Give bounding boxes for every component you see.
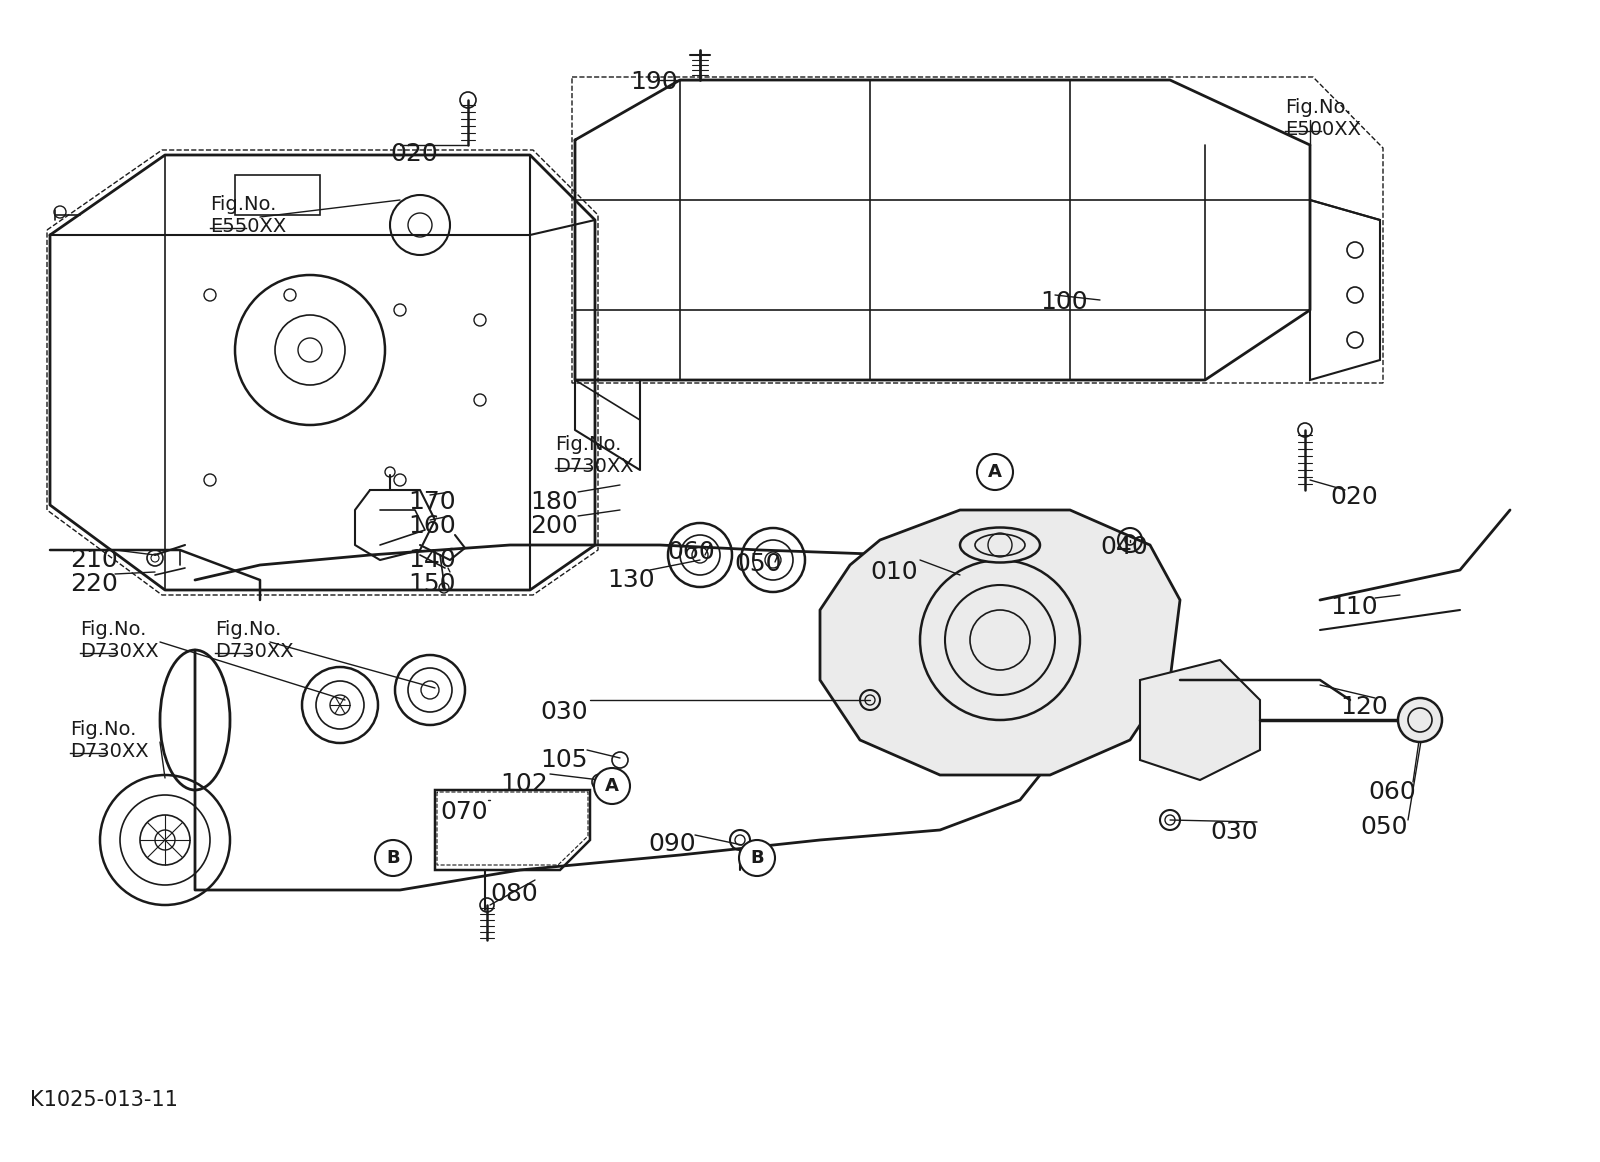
Text: D730XX: D730XX [70, 743, 149, 761]
Text: 020: 020 [390, 142, 438, 166]
Text: D730XX: D730XX [555, 457, 634, 476]
Text: 030: 030 [1210, 820, 1258, 844]
Circle shape [978, 454, 1013, 490]
Text: 050: 050 [1360, 815, 1408, 839]
Text: 102: 102 [499, 772, 547, 796]
Circle shape [1398, 698, 1442, 743]
Circle shape [374, 840, 411, 876]
Text: D730XX: D730XX [80, 641, 158, 661]
Text: 070: 070 [440, 799, 488, 824]
Polygon shape [819, 510, 1181, 775]
Text: 190: 190 [630, 70, 678, 94]
Text: B: B [750, 849, 763, 867]
Text: 060: 060 [1368, 780, 1416, 804]
Text: 060: 060 [667, 540, 715, 564]
Text: 120: 120 [1341, 695, 1387, 719]
Text: Fig.No.: Fig.No. [70, 720, 136, 739]
Text: 160: 160 [408, 514, 456, 538]
Text: 140: 140 [408, 548, 456, 572]
Text: K1025-013-11: K1025-013-11 [30, 1090, 178, 1110]
Text: Fig.No.: Fig.No. [1285, 98, 1352, 117]
Text: 180: 180 [530, 490, 578, 514]
Text: 105: 105 [541, 748, 587, 772]
Text: 020: 020 [1330, 485, 1378, 509]
Ellipse shape [960, 528, 1040, 562]
Text: 100: 100 [1040, 290, 1088, 314]
Circle shape [739, 840, 774, 876]
Text: 050: 050 [734, 552, 781, 576]
Text: 200: 200 [530, 514, 578, 538]
Text: Fig.No.: Fig.No. [555, 435, 621, 454]
Text: Fig.No.: Fig.No. [80, 621, 146, 639]
Text: E500XX: E500XX [1285, 120, 1362, 139]
Text: Fig.No.: Fig.No. [214, 621, 282, 639]
Text: 040: 040 [1101, 535, 1147, 559]
Text: 110: 110 [1330, 595, 1378, 619]
Text: 220: 220 [70, 572, 118, 596]
Text: B: B [386, 849, 400, 867]
Text: 170: 170 [408, 490, 456, 514]
Text: D730XX: D730XX [214, 641, 294, 661]
Text: 080: 080 [490, 882, 538, 906]
Text: 210: 210 [70, 548, 118, 572]
Text: 150: 150 [408, 572, 456, 596]
Text: Fig.No.: Fig.No. [210, 195, 277, 214]
Text: A: A [989, 462, 1002, 481]
Text: E550XX: E550XX [210, 217, 286, 236]
Text: 030: 030 [541, 700, 587, 724]
Text: A: A [605, 777, 619, 795]
Text: 010: 010 [870, 560, 918, 584]
Circle shape [594, 768, 630, 804]
Polygon shape [1139, 660, 1261, 780]
Text: 090: 090 [648, 832, 696, 856]
Text: 130: 130 [606, 568, 654, 591]
